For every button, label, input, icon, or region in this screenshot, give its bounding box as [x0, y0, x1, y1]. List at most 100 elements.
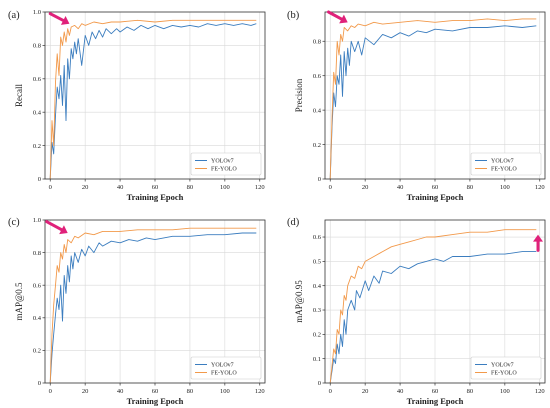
legend-label-yolov7: YOLOv7	[491, 363, 514, 369]
x-tick-label: 80	[467, 184, 474, 191]
y-tick-label: 0.6	[313, 73, 322, 80]
annotation-arrow	[533, 234, 544, 252]
legend: YOLOv7 FE-YOLO	[190, 152, 262, 176]
y-tick-label: 0	[318, 380, 321, 387]
x-tick-label: 60	[432, 184, 439, 191]
x-tick-label: 120	[535, 388, 545, 395]
x-tick-label: 100	[500, 388, 510, 395]
x-tick-label: 60	[152, 184, 159, 191]
series-line-yolov7	[49, 23, 257, 180]
legend: YOLOv7 FE-YOLO	[470, 356, 542, 380]
x-tick-label: 20	[82, 388, 89, 395]
series-line-yolov7	[329, 25, 537, 180]
x-axis-label: Training Epoch	[127, 396, 184, 406]
arrow-head	[59, 225, 68, 235]
legend-label-feyolo: FE-YOLO	[491, 167, 517, 173]
arrow-head	[339, 14, 348, 24]
legend: YOLOv7 FE-YOLO	[190, 356, 262, 380]
legend-label-feyolo: FE-YOLO	[211, 167, 237, 173]
y-tick-label: 0	[38, 380, 41, 387]
series-line-yolov7	[329, 251, 537, 384]
chart-panel-2: 0 20 40 60 80 100 120 0 0.2 0.4 0.6 0.8 Training Epo…	[287, 10, 546, 202]
y-tick-label: 1.0	[33, 9, 41, 16]
x-tick-label: 0	[49, 388, 52, 395]
annotation-arrow	[45, 220, 68, 235]
x-tick-label: 40	[397, 388, 404, 395]
x-tick-label: 20	[362, 184, 369, 191]
panel-label: (c)	[8, 217, 20, 228]
x-tick-label: 40	[117, 388, 124, 395]
series-line-feyolo	[329, 18, 537, 180]
y-tick-label: 0.8	[313, 38, 321, 45]
annotation-arrow	[326, 10, 348, 24]
panel-label: (b)	[287, 10, 300, 21]
arrow-shaft	[48, 12, 65, 22]
chart-panel-4: 0 20 40 60 80 100 120 0 0.1 0.2 0.3 0.4 0.5 0.6 Traini…	[287, 217, 546, 406]
chart-panel-3: 0 20 40 60 80 100 120 0 0.2 0.4 0.6 0.8 1.0 Training …	[8, 217, 266, 406]
y-tick-label: 1.0	[33, 217, 41, 224]
legend-label-yolov7: YOLOv7	[211, 363, 234, 369]
legend-box	[470, 356, 542, 380]
x-tick-label: 20	[362, 388, 369, 395]
y-tick-label: 0.8	[33, 250, 41, 257]
x-tick-label: 100	[220, 184, 230, 191]
legend-label-yolov7: YOLOv7	[491, 159, 514, 165]
y-tick-label: 0.4	[33, 109, 42, 116]
legend-label-feyolo: FE-YOLO	[211, 371, 237, 377]
y-tick-label: 0.2	[33, 143, 41, 150]
x-tick-label: 20	[82, 184, 89, 191]
legend-box	[190, 356, 262, 380]
y-axis-label: mAP@0.5	[14, 282, 24, 321]
y-tick-label: 0.8	[33, 43, 41, 50]
x-tick-label: 120	[535, 184, 545, 191]
y-tick-label: 0.6	[313, 234, 322, 241]
y-axis-label: mAP@0.95	[294, 280, 304, 323]
x-axis-label: Training Epoch	[407, 192, 464, 202]
y-tick-label: 0.6	[33, 282, 42, 289]
y-axis-label: Recall	[14, 84, 24, 107]
y-tick-label: 0.4	[313, 107, 322, 114]
panel-label: (d)	[287, 217, 300, 228]
x-tick-label: 60	[152, 388, 159, 395]
x-tick-label: 0	[329, 388, 332, 395]
series-line-feyolo	[49, 227, 257, 384]
panel-label: (a)	[8, 10, 20, 21]
arrow-shaft	[326, 10, 344, 21]
y-axis-label: Precision	[294, 78, 304, 112]
x-tick-label: 80	[187, 388, 194, 395]
x-tick-label: 120	[255, 388, 265, 395]
x-tick-label: 40	[397, 184, 404, 191]
legend-box	[190, 152, 262, 176]
arrow-head	[60, 16, 70, 25]
y-tick-label: 0.4	[313, 283, 322, 290]
annotation-arrow	[48, 12, 70, 25]
x-tick-label: 120	[255, 184, 265, 191]
y-tick-label: 0.5	[313, 259, 321, 266]
x-tick-label: 80	[187, 184, 194, 191]
y-tick-label: 0.1	[313, 356, 321, 363]
legend-label-yolov7: YOLOv7	[211, 159, 234, 165]
x-tick-label: 40	[117, 184, 124, 191]
series-line-feyolo	[329, 229, 537, 384]
x-tick-label: 0	[49, 184, 52, 191]
y-tick-label: 0.4	[33, 315, 42, 322]
x-tick-label: 0	[329, 184, 332, 191]
y-tick-label: 0	[318, 176, 321, 183]
chart-panel-1: 0 20 40 60 80 100 120 0 0.2 0.4 0.6 0.8 1.0 Training …	[8, 9, 266, 202]
y-tick-label: 0.2	[313, 332, 321, 339]
legend-box	[470, 152, 542, 176]
x-tick-label: 100	[500, 184, 510, 191]
arrow-head	[533, 234, 544, 242]
legend-label-feyolo: FE-YOLO	[491, 371, 517, 377]
y-tick-label: 0	[38, 176, 41, 183]
legend: YOLOv7 FE-YOLO	[470, 152, 542, 176]
y-tick-label: 0.3	[313, 307, 321, 314]
arrow-shaft	[45, 220, 64, 232]
x-tick-label: 100	[220, 388, 230, 395]
x-tick-label: 80	[467, 388, 474, 395]
y-tick-label: 0.2	[313, 142, 321, 149]
x-axis-label: Training Epoch	[407, 396, 464, 406]
series-line-feyolo	[49, 19, 257, 180]
y-tick-label: 0.6	[33, 76, 42, 83]
